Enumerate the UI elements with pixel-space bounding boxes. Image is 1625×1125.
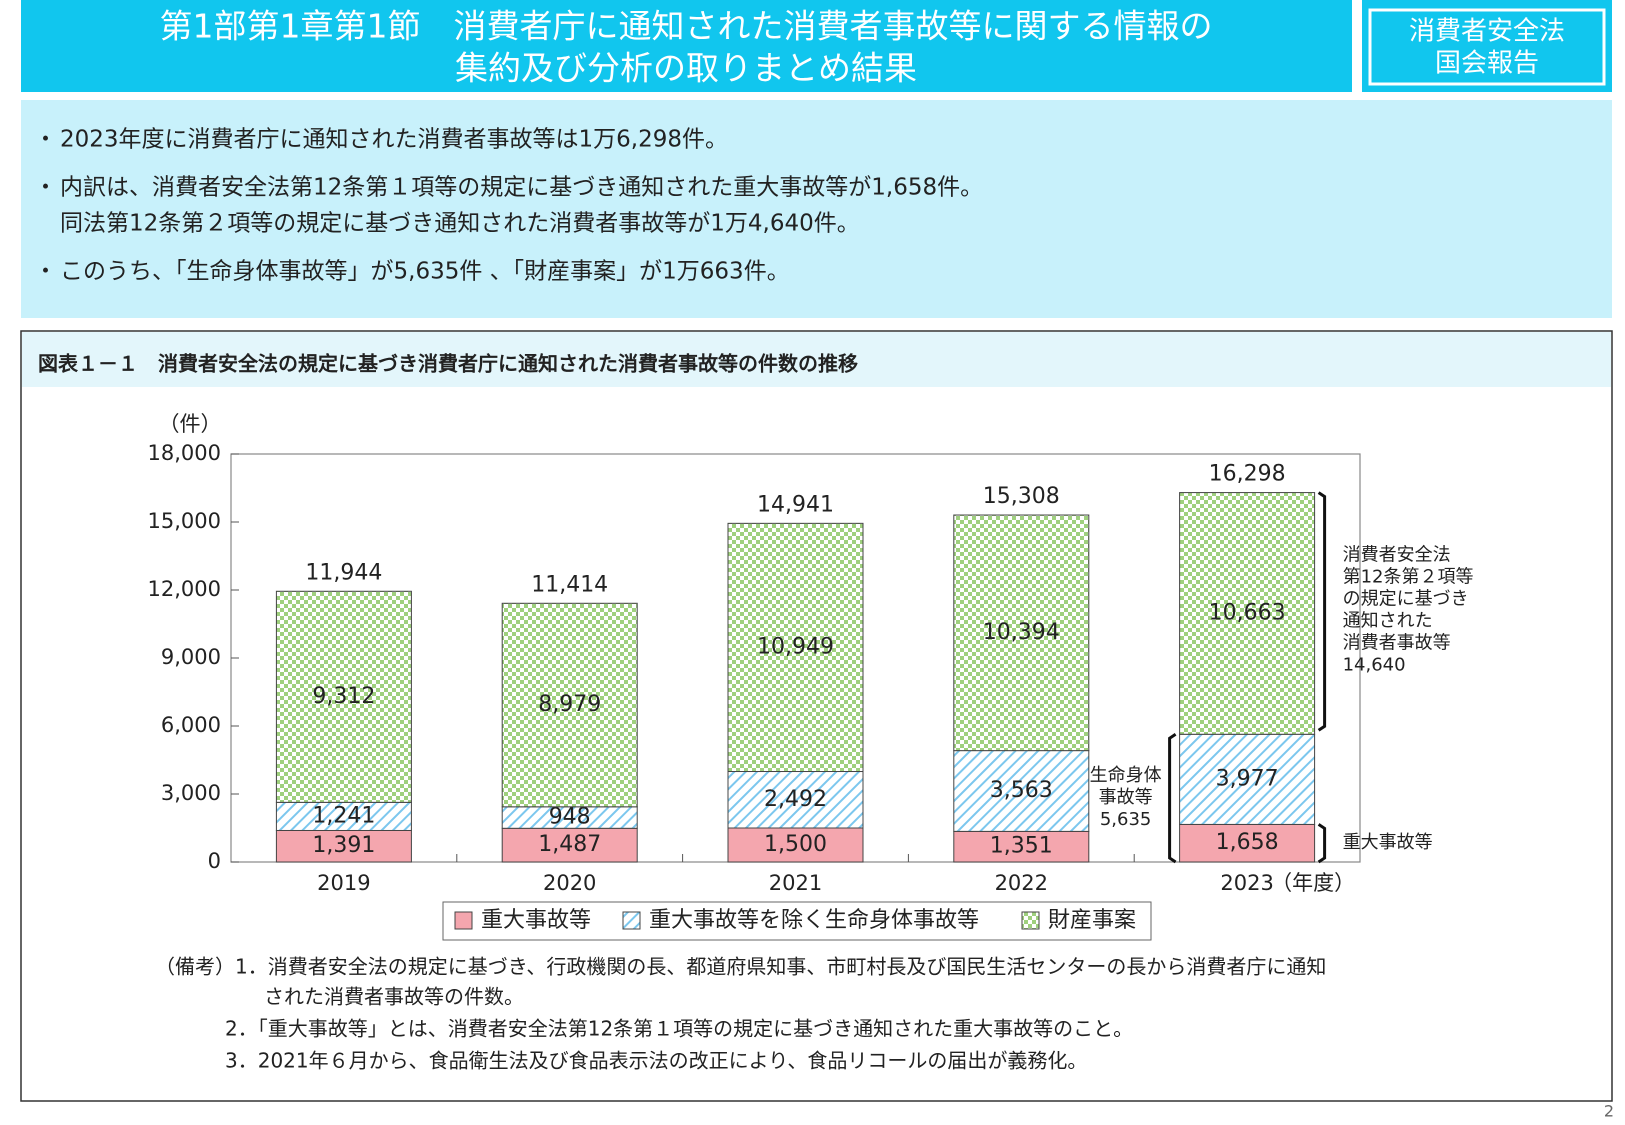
bullet-text: 同法第12条第２項等の規定に基づき通知された消費者事故等が1万4,640件。 bbox=[60, 211, 860, 237]
legend-label: 重大事故等を除く生命身体事故等 bbox=[649, 908, 979, 933]
bracket bbox=[1317, 491, 1327, 732]
bar-segment bbox=[727, 771, 864, 829]
bullet-text: 内訳は、消費者安全法第12条第１項等の規定に基づき通知された重大事故等が1,65… bbox=[60, 175, 983, 201]
note-line: 3．2021年６月から、食品衛生法及び食品表示法の改正により、食品リコールの届出… bbox=[225, 1049, 1087, 1073]
note-line: （備考）1．消費者安全法の規定に基づき、行政機関の長、都道府県知事、市町村長及び… bbox=[155, 955, 1326, 979]
bar-segment bbox=[727, 827, 864, 863]
y-tick-label: 12,000 bbox=[148, 577, 221, 601]
value-label: 1,487 bbox=[538, 832, 601, 857]
bracket bbox=[1317, 823, 1327, 864]
note-line: された消費者事故等の件数。 bbox=[264, 985, 524, 1009]
bar-segment bbox=[1179, 733, 1316, 825]
bar-segment bbox=[275, 801, 412, 831]
bullet-marker: ・ bbox=[34, 259, 57, 285]
annotation: 5,635 bbox=[1100, 809, 1152, 830]
y-tick-label: 6,000 bbox=[161, 713, 221, 737]
legend-swatch bbox=[1021, 911, 1040, 930]
bar-segment bbox=[275, 829, 412, 863]
annotation: 通知された bbox=[1343, 610, 1433, 631]
value-label: 10,394 bbox=[983, 620, 1060, 645]
value-label: 948 bbox=[549, 805, 591, 830]
bar-segment bbox=[501, 827, 638, 863]
value-label: 1,500 bbox=[764, 832, 827, 857]
annotation: 14,640 bbox=[1343, 654, 1406, 675]
annotation: 消費者安全法 bbox=[1343, 544, 1451, 565]
annotation: 第12条第２項等 bbox=[1343, 566, 1474, 587]
x-tick-label: 2021 bbox=[769, 871, 822, 895]
bar-segment bbox=[953, 514, 1090, 752]
bullet-marker: ・ bbox=[34, 127, 57, 153]
bar-segment bbox=[953, 750, 1090, 832]
badge bbox=[1362, 0, 1612, 92]
x-unit: （年度） bbox=[1271, 871, 1355, 895]
total-label: 14,941 bbox=[757, 492, 834, 517]
value-label: 10,663 bbox=[1209, 600, 1286, 625]
bar-segment bbox=[727, 522, 864, 773]
y-tick-label: 9,000 bbox=[161, 645, 221, 669]
legend-label: 重大事故等 bbox=[481, 908, 591, 933]
bracket bbox=[1168, 733, 1177, 864]
total-label: 11,944 bbox=[305, 560, 382, 585]
x-tick-label: 2019 bbox=[317, 871, 370, 895]
total-label: 16,298 bbox=[1209, 462, 1286, 487]
title-band bbox=[21, 0, 1352, 92]
title-line: 集約及び分析の取りまとめ結果 bbox=[455, 49, 917, 88]
y-axis-label: （件） bbox=[159, 412, 222, 436]
page-number: 2 bbox=[1604, 1102, 1614, 1121]
value-label: 2,492 bbox=[764, 787, 827, 812]
annotation: 重大事故等 bbox=[1343, 832, 1433, 853]
bar-segment bbox=[1179, 823, 1316, 863]
legend-swatch bbox=[454, 911, 473, 930]
badge-text: 国会報告 bbox=[1435, 49, 1539, 79]
annotation: 生命身体 bbox=[1090, 765, 1162, 786]
title-line: 第1部第1章第1節 消費者庁に通知された消費者事故等に関する情報の bbox=[160, 7, 1213, 46]
chart-title: 図表１－１ 消費者安全法の規定に基づき消費者庁に通知された消費者事故等の件数の推… bbox=[38, 352, 858, 376]
value-label: 1,351 bbox=[990, 834, 1053, 859]
legend-swatch bbox=[622, 911, 641, 930]
x-tick-label: 2020 bbox=[543, 871, 596, 895]
value-label: 3,977 bbox=[1216, 766, 1279, 791]
value-label: 3,563 bbox=[990, 778, 1053, 803]
legend-label: 財産事案 bbox=[1048, 908, 1136, 933]
value-label: 9,312 bbox=[312, 684, 375, 709]
bullet-text: 2023年度に消費者庁に通知された消費者事故等は1万6,298件。 bbox=[60, 127, 728, 153]
note-line: 2．「重大事故等」とは、消費者安全法第12条第１項等の規定に基づき通知された重大… bbox=[225, 1017, 1133, 1041]
annotation: 消費者事故等 bbox=[1343, 632, 1451, 653]
bullet-marker: ・ bbox=[34, 175, 57, 201]
y-tick-label: 0 bbox=[208, 849, 221, 873]
value-label: 10,949 bbox=[757, 634, 834, 659]
annotation: の規定に基づき bbox=[1343, 588, 1469, 609]
value-label: 8,979 bbox=[538, 692, 601, 717]
total-label: 15,308 bbox=[983, 484, 1060, 509]
bar-segment bbox=[1179, 492, 1316, 735]
bar-segment bbox=[275, 590, 412, 803]
annotation: 事故等 bbox=[1099, 787, 1153, 808]
value-label: 1,391 bbox=[312, 833, 375, 858]
y-tick-label: 18,000 bbox=[148, 441, 221, 465]
value-label: 1,241 bbox=[312, 803, 375, 828]
badge-border bbox=[1368, 8, 1606, 86]
badge-text: 消費者安全法 bbox=[1409, 17, 1565, 47]
y-tick-label: 15,000 bbox=[148, 509, 221, 533]
x-tick-label: 2022 bbox=[995, 871, 1048, 895]
y-tick-label: 3,000 bbox=[161, 781, 221, 805]
x-tick-label: 2023 bbox=[1220, 871, 1273, 895]
bar-segment bbox=[953, 830, 1090, 863]
bullet-text: このうち、「生命身体事故等」が5,635件 、「財産事案」が1万663件。 bbox=[60, 259, 790, 285]
total-label: 11,414 bbox=[531, 572, 608, 597]
bar-segment bbox=[501, 602, 638, 808]
figure-title-band bbox=[22, 332, 1611, 387]
value-label: 1,658 bbox=[1216, 830, 1279, 855]
summary-box bbox=[21, 100, 1612, 318]
